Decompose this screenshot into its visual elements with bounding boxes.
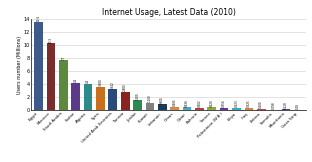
Text: 10.3: 10.3 <box>49 37 53 43</box>
Text: 0.323: 0.323 <box>235 100 238 107</box>
Text: 0.436: 0.436 <box>185 99 189 107</box>
Text: 7.7: 7.7 <box>61 55 65 60</box>
Text: 0.200: 0.200 <box>259 101 263 108</box>
Bar <box>146 103 154 110</box>
Bar <box>220 108 228 110</box>
Bar <box>34 22 43 110</box>
Text: 0.900: 0.900 <box>160 96 164 104</box>
Bar <box>47 43 55 110</box>
Bar <box>96 87 105 110</box>
Text: 3.600: 3.600 <box>99 79 102 86</box>
Text: 3.342: 3.342 <box>111 81 115 89</box>
Text: 0.402: 0.402 <box>197 99 202 107</box>
Text: 0.420: 0.420 <box>210 99 214 107</box>
Bar <box>71 83 80 110</box>
Text: 0.128: 0.128 <box>284 101 288 109</box>
Text: 2.800: 2.800 <box>123 84 127 91</box>
Bar <box>257 109 266 110</box>
Bar <box>207 107 216 110</box>
Bar <box>170 107 179 110</box>
Text: 4.1: 4.1 <box>86 79 90 83</box>
Bar <box>282 109 290 110</box>
Y-axis label: Users number (Millions): Users number (Millions) <box>17 36 22 94</box>
Text: 0.098: 0.098 <box>272 101 275 109</box>
Text: 13.6: 13.6 <box>37 15 41 21</box>
Bar <box>84 84 92 110</box>
Bar <box>232 108 241 110</box>
Bar <box>158 104 167 110</box>
Bar <box>121 92 129 110</box>
Text: 0.465: 0.465 <box>173 99 177 106</box>
Bar <box>195 108 204 110</box>
Text: 0.356: 0.356 <box>222 100 226 107</box>
Text: 1.500: 1.500 <box>135 92 139 100</box>
Text: 1.100: 1.100 <box>148 95 152 102</box>
Bar <box>109 89 117 110</box>
Bar <box>133 100 142 110</box>
Title: Internet Usage, Latest Data (2010): Internet Usage, Latest Data (2010) <box>101 8 236 17</box>
Bar <box>59 60 68 110</box>
Bar <box>183 107 191 110</box>
Bar <box>245 108 253 110</box>
Text: 0.325: 0.325 <box>247 100 251 107</box>
Text: 4.2: 4.2 <box>74 78 78 82</box>
Text: 0.08: 0.08 <box>296 103 300 109</box>
